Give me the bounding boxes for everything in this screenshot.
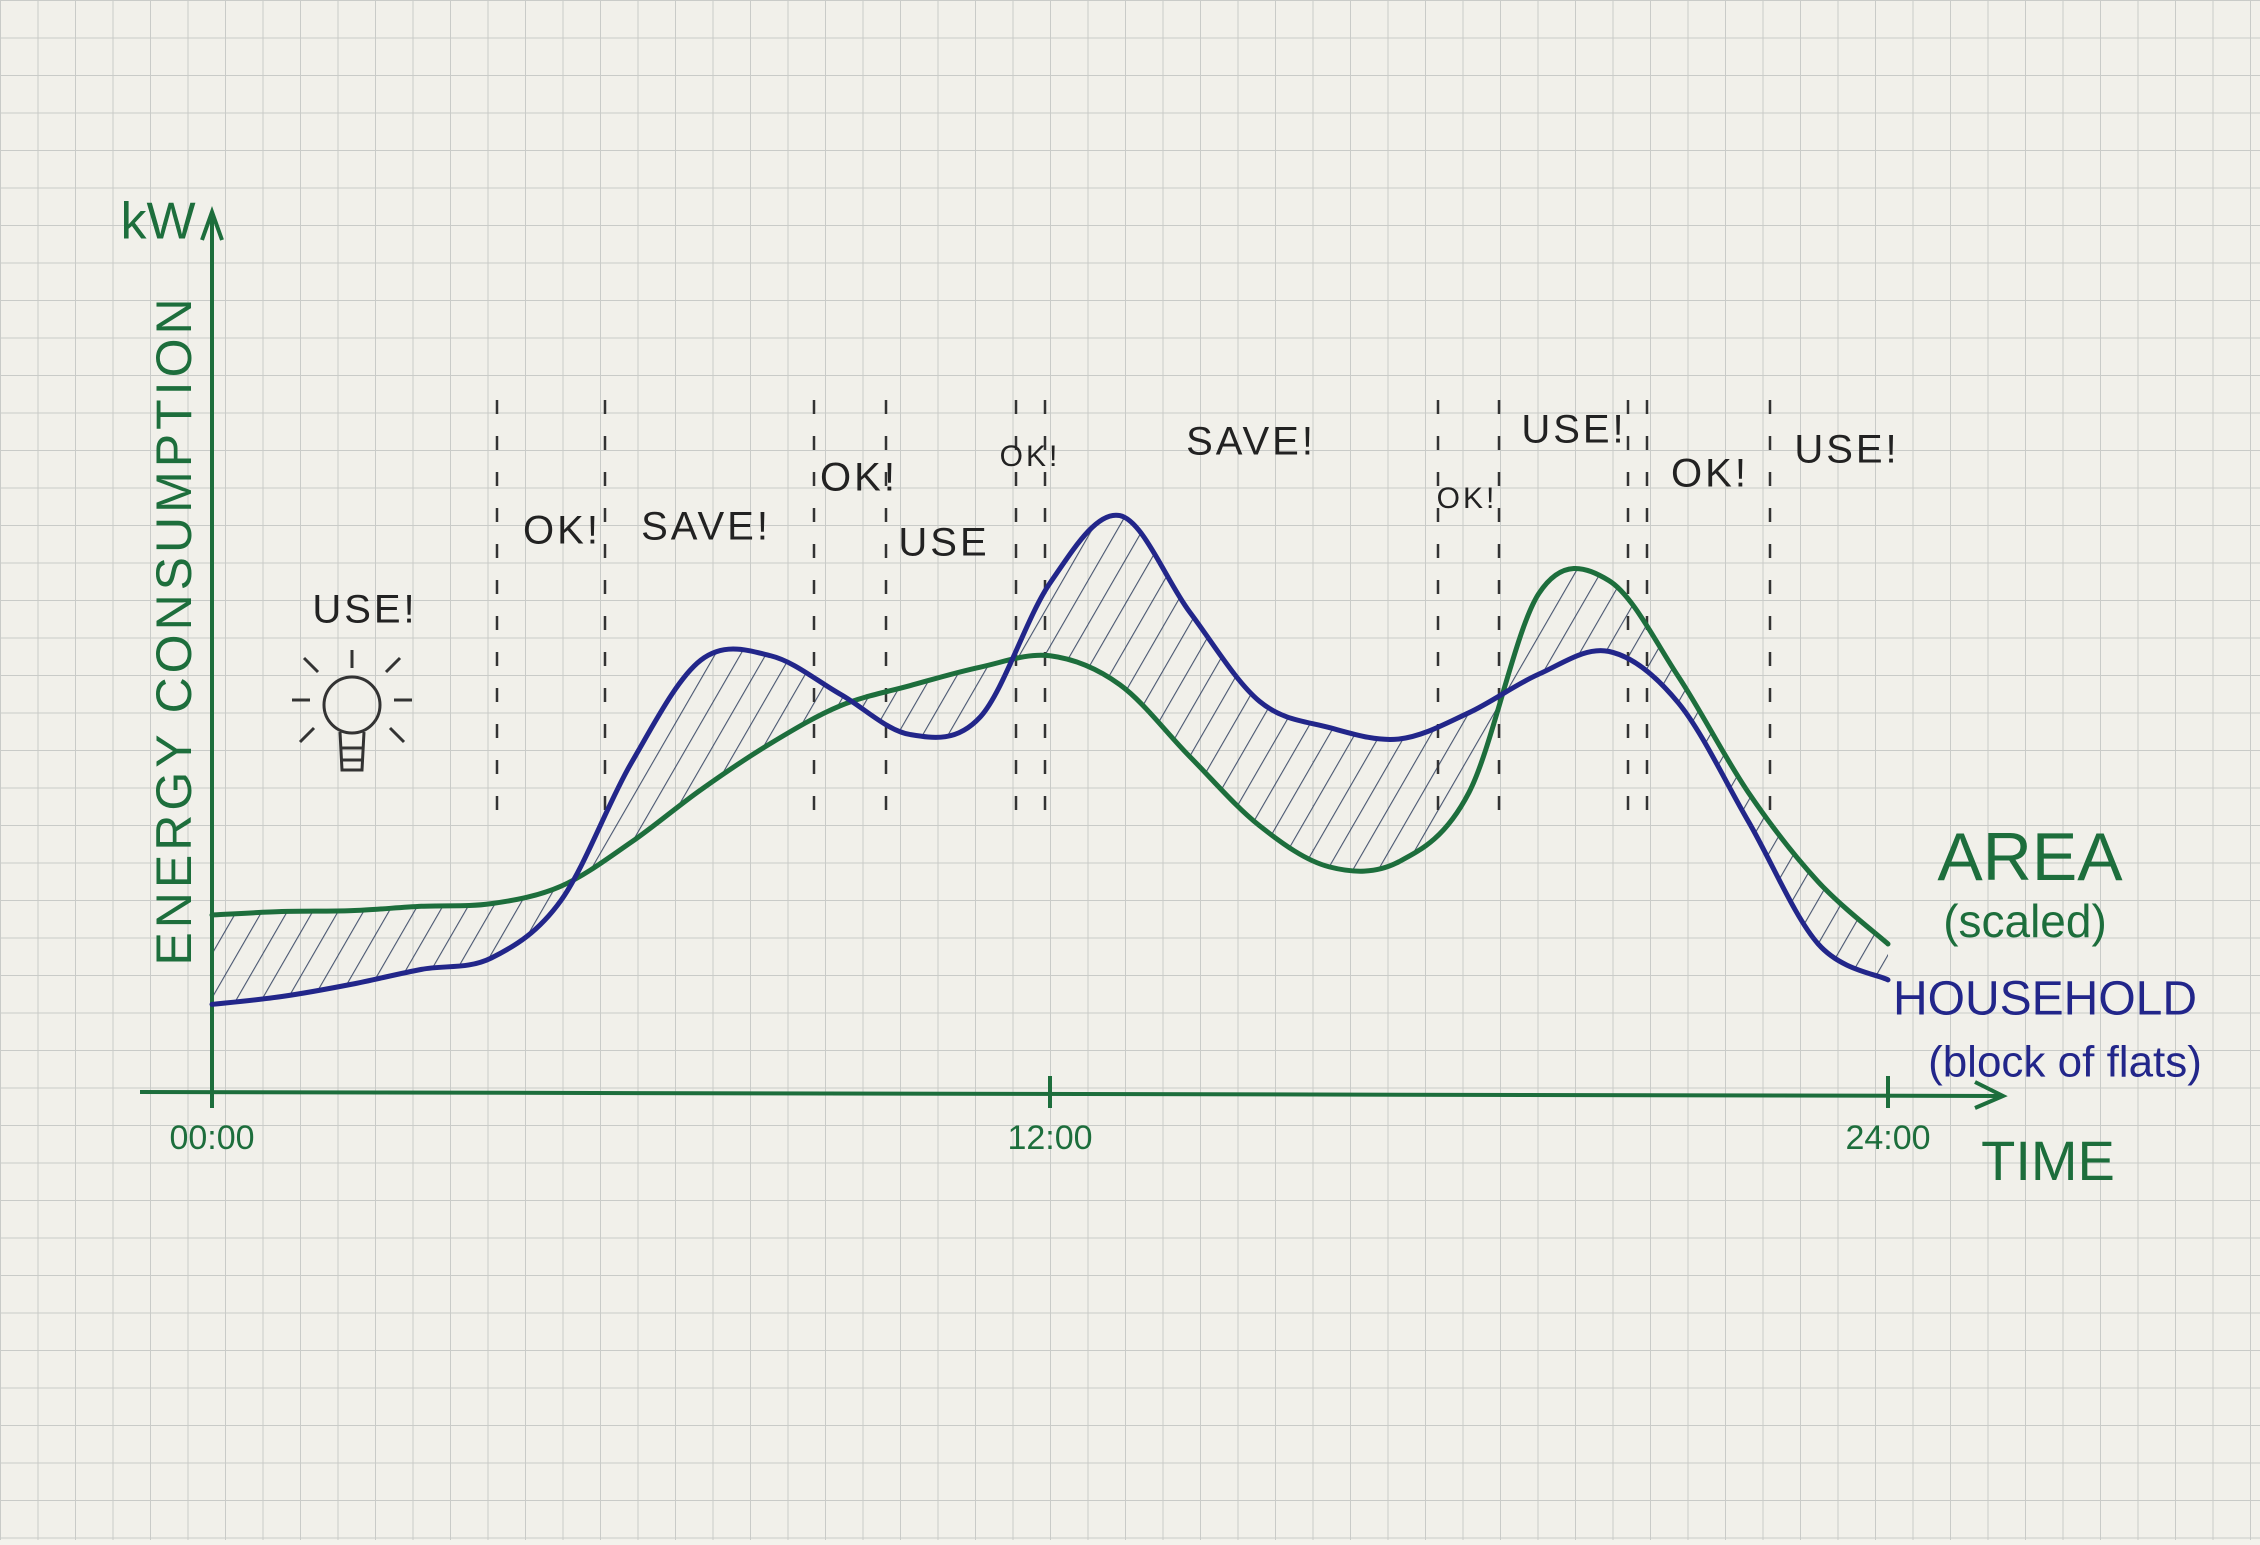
x-axis-arrow — [1974, 1080, 2008, 1110]
bulb-base — [338, 731, 366, 772]
x-tick-label: 12:00 — [1007, 1119, 1092, 1157]
annotation: OK! — [1671, 452, 1749, 496]
legend-label: AREA — [1937, 819, 2123, 895]
legend-label: HOUSEHOLD — [1893, 973, 2197, 1026]
x-axis — [139, 1090, 2001, 1098]
x-tick-label: 24:00 — [1845, 1119, 1930, 1157]
series-line — [209, 512, 1891, 1007]
bulb-ray — [302, 656, 320, 674]
x-tick-label: 00:00 — [169, 1119, 254, 1157]
annotation: SAVE! — [1186, 420, 1316, 464]
annotation: OK! — [1437, 482, 1498, 515]
bulb-ray — [298, 726, 316, 744]
bulb-glass — [322, 675, 382, 735]
y-axis-label: ENERGY CONSUMPTION — [146, 294, 202, 965]
annotation: USE! — [1521, 408, 1626, 452]
series-line — [209, 566, 1891, 947]
annotation: OK! — [820, 456, 898, 500]
annotation: OK! — [1000, 440, 1061, 473]
annotation: USE! — [1794, 428, 1899, 472]
annotation: USE — [898, 521, 989, 565]
legend-note: (scaled) — [1943, 895, 2107, 947]
annotation: OK! — [523, 509, 601, 553]
y-unit: kW — [120, 193, 195, 251]
annotation: USE! — [312, 588, 417, 632]
bulb-ray — [388, 726, 406, 744]
bulb-icon — [292, 650, 412, 772]
difference-hatch — [212, 515, 1888, 1005]
bulb-ray — [384, 656, 402, 674]
y-axis-arrow — [200, 206, 224, 241]
x-axis-label: TIME — [1981, 1129, 2115, 1192]
legend-note: (block of flats) — [1928, 1038, 2202, 1087]
annotation: SAVE! — [641, 505, 771, 549]
